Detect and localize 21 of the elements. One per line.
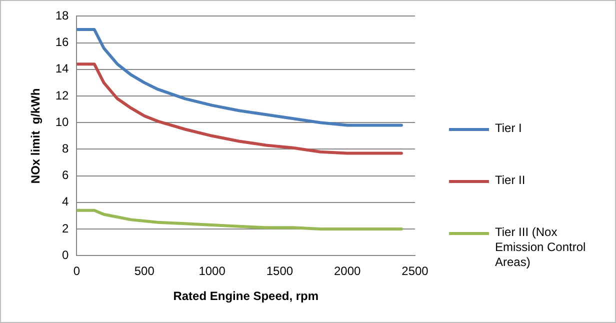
x-tick-label: 1000 bbox=[198, 264, 226, 278]
y-axis-title: NOx limit g/kWh bbox=[28, 88, 43, 184]
x-axis-title: Rated Engine Speed, rpm bbox=[173, 289, 319, 304]
y-tick-label: 4 bbox=[62, 194, 70, 209]
x-tick-label: 500 bbox=[134, 264, 155, 278]
y-tick-label: 18 bbox=[55, 8, 70, 23]
y-tick-label: 0 bbox=[62, 248, 70, 262]
y-tick-label: 2 bbox=[62, 221, 70, 236]
y-tick-label: 16 bbox=[55, 35, 70, 50]
legend-label: Tier II bbox=[495, 173, 526, 188]
x-tick-label: 0 bbox=[73, 264, 80, 278]
legend-label: Tier I bbox=[495, 121, 523, 136]
x-tick-label: 2000 bbox=[334, 264, 362, 278]
y-tick-label: 12 bbox=[55, 88, 70, 102]
x-tick-label: 2500 bbox=[402, 264, 429, 278]
y-tick-label: 8 bbox=[62, 142, 70, 156]
legend-label: Tier III (Nox Emission Control Areas) bbox=[495, 225, 587, 270]
y-tick-label: 14 bbox=[55, 62, 70, 76]
y-tick-label: 10 bbox=[55, 114, 70, 129]
y-tick-label: 6 bbox=[62, 168, 70, 182]
x-tick-label: 1500 bbox=[266, 264, 294, 278]
